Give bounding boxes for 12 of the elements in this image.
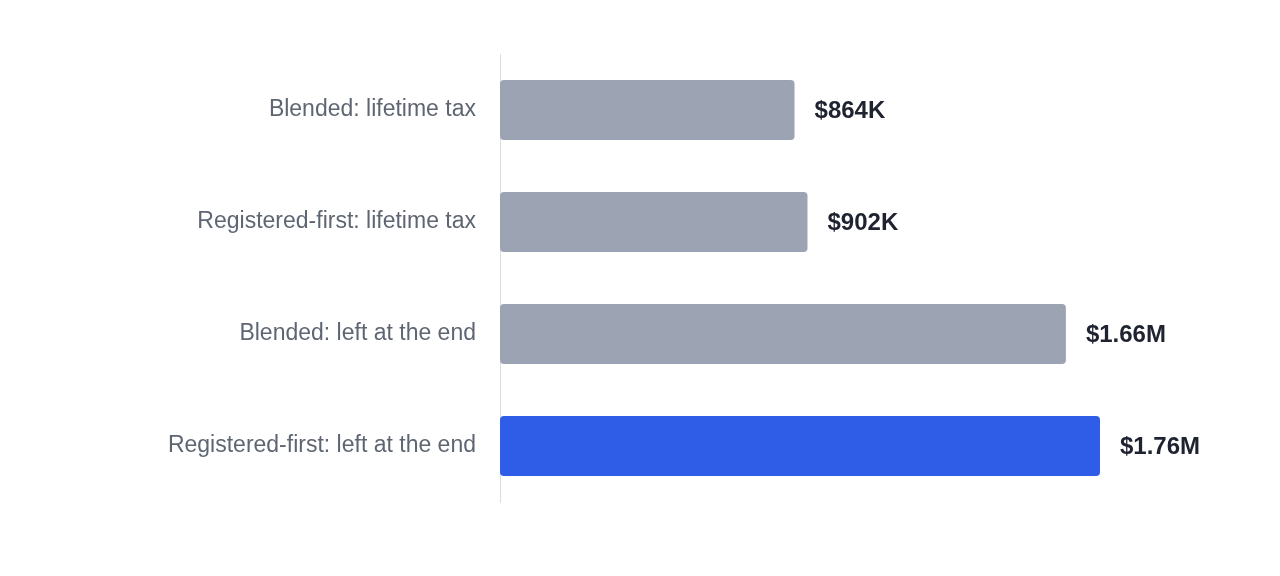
- y-tick-label: Blended: lifetime tax: [268, 95, 477, 122]
- y-tick-label: Registered-first: left at the end: [167, 431, 476, 458]
- y-tick-label: Registered-first: lifetime tax: [197, 207, 477, 234]
- bar: [500, 79, 795, 141]
- data-label: $1.66M: [1085, 319, 1166, 347]
- y-tick-label: Blended: left at the end: [239, 319, 476, 346]
- bar: [500, 191, 808, 253]
- data-label: $864K: [814, 95, 886, 123]
- data-label: $902K: [827, 207, 899, 235]
- data-label: $1.76M: [1120, 431, 1201, 459]
- bar: [500, 415, 1100, 477]
- bar: [500, 303, 1066, 365]
